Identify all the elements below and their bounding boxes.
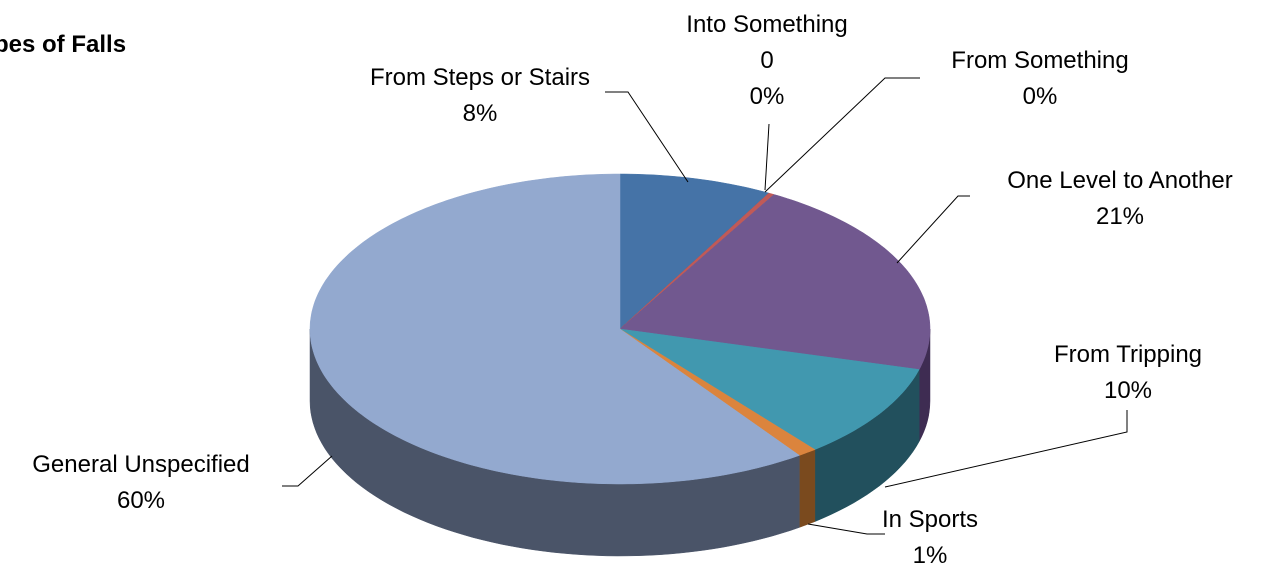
leader-line-from-something: [764, 77, 920, 193]
slice-category: From Steps or Stairs: [370, 64, 590, 91]
slice-label-into-something: Into Something 0 0%: [686, 11, 847, 110]
slice-value: 1%: [913, 542, 948, 563]
slice-label-one-level-to-another: One Level to Another 21%: [1007, 167, 1233, 230]
slice-value: 0%: [750, 83, 785, 110]
pie-slice-from-steps-or-stairs: [619, 173, 770, 330]
slice-value: 8%: [463, 100, 498, 127]
slice-value: 0%: [1023, 83, 1058, 110]
leader-line-from-tripping: [884, 410, 1128, 488]
slice-label-in-sports: In Sports 1%: [882, 506, 978, 563]
slice-label-from-something: From Something 0%: [951, 47, 1128, 110]
slice-category: In Sports: [882, 506, 978, 533]
leader-line-into-something: [764, 123, 770, 191]
chart-title: pes of Falls: [0, 31, 126, 58]
slice-value: 60%: [117, 487, 165, 514]
label-leader-lines: [282, 77, 1128, 535]
pie-side-walls: [309, 328, 931, 557]
slice-labels: From Steps or Stairs 8%Into Something 0 0%F…: [32, 11, 1232, 563]
leader-line-in-sports: [807, 523, 885, 535]
leader-line-one-level-to-another: [896, 195, 970, 264]
slice-label-general-unspecified: General Unspecified 60%: [32, 451, 249, 514]
slice-category: From Tripping: [1054, 341, 1202, 368]
pie-top-slices: [309, 173, 931, 485]
slice-value: 0: [760, 47, 773, 74]
slice-value: 21%: [1096, 203, 1144, 230]
slice-value: 10%: [1104, 377, 1152, 404]
leader-line-general-unspecified: [282, 455, 333, 487]
pie-slice-one-level-to-another: [619, 194, 931, 370]
slice-label-from-steps-or-stairs: From Steps or Stairs 8%: [370, 64, 590, 127]
pie-slice-general-unspecified: [309, 173, 800, 485]
slice-category: General Unspecified: [32, 451, 249, 478]
leader-line-from-steps-or-stairs: [605, 91, 689, 183]
slice-category: From Something: [951, 47, 1128, 74]
slice-label-from-tripping: From Tripping 10%: [1054, 341, 1202, 404]
slice-category: Into Something: [686, 11, 847, 38]
slice-category: One Level to Another: [1007, 167, 1233, 194]
pie-side-in-sports: [799, 449, 816, 528]
pie-slice-from-tripping: [619, 328, 920, 450]
